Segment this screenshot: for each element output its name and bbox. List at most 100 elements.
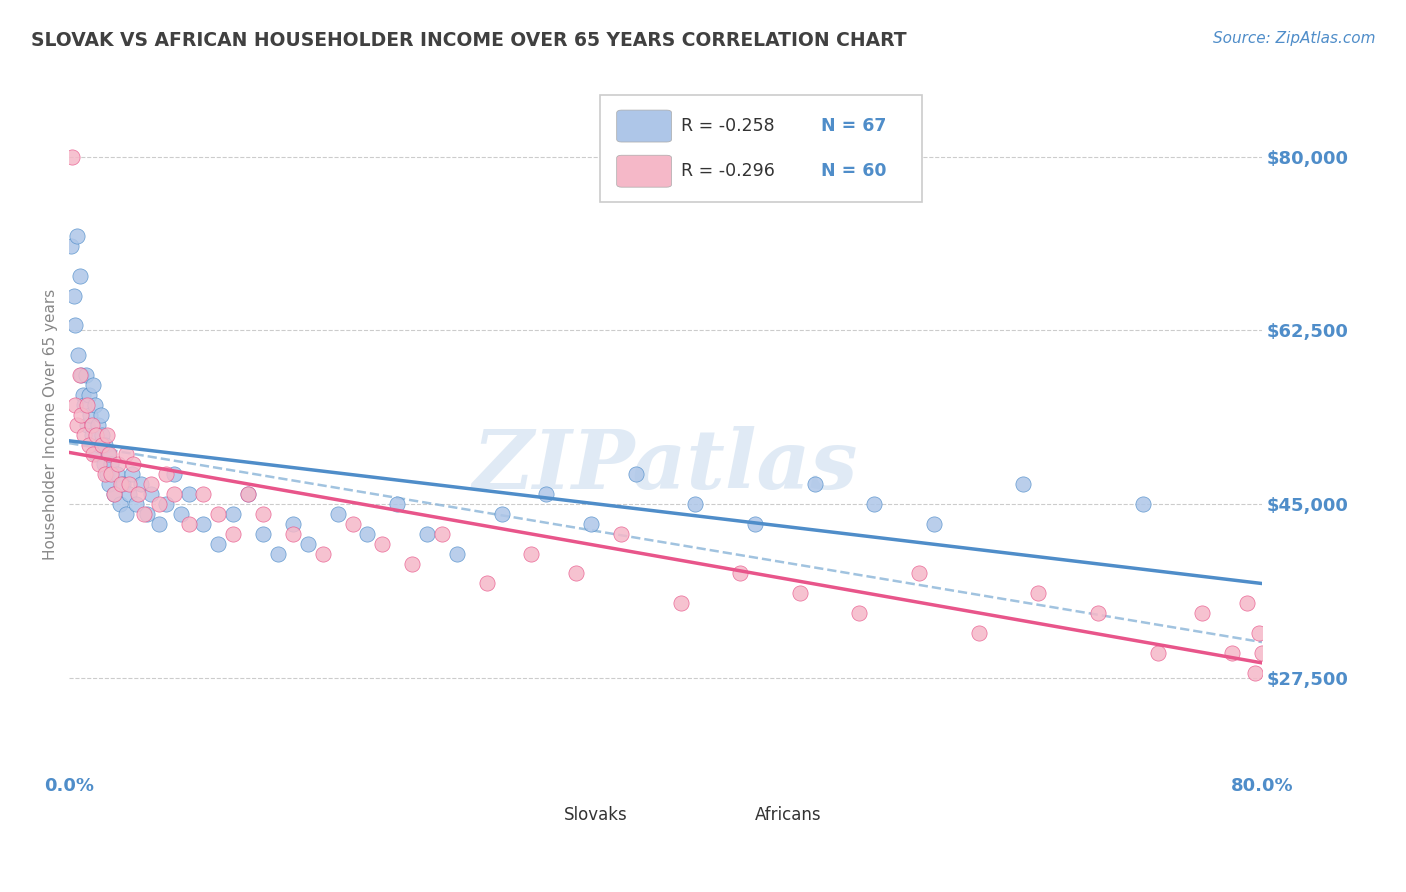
Point: [387, 497, 409, 511]
Point: [312, 547, 335, 561]
Point: [162, 467, 184, 482]
Text: R = -0.296: R = -0.296: [681, 162, 775, 180]
Point: [96, 427, 118, 442]
Point: [326, 507, 349, 521]
Point: [685, 497, 707, 511]
Point: [93, 458, 115, 472]
Point: [84, 447, 107, 461]
Point: [90, 408, 112, 422]
Point: [728, 566, 751, 581]
Point: [66, 229, 89, 244]
Point: [83, 398, 105, 412]
Point: [922, 516, 945, 531]
Point: [1236, 596, 1258, 610]
FancyBboxPatch shape: [617, 110, 672, 142]
Point: [803, 477, 825, 491]
Text: SLOVAK VS AFRICAN HOUSEHOLDER INCOME OVER 65 YEARS CORRELATION CHART: SLOVAK VS AFRICAN HOUSEHOLDER INCOME OVE…: [31, 31, 907, 50]
Point: [565, 566, 588, 581]
Point: [475, 576, 498, 591]
Point: [63, 318, 86, 333]
Point: [162, 487, 184, 501]
Point: [1146, 646, 1168, 660]
Point: [155, 497, 177, 511]
Point: [70, 408, 93, 422]
Point: [91, 437, 114, 451]
FancyBboxPatch shape: [704, 805, 749, 830]
Point: [77, 388, 100, 402]
Point: [222, 507, 245, 521]
Point: [73, 427, 96, 442]
Point: [75, 368, 97, 382]
Point: [125, 497, 148, 511]
Point: [103, 487, 125, 501]
Point: [79, 408, 101, 422]
Text: Source: ZipAtlas.com: Source: ZipAtlas.com: [1212, 31, 1375, 46]
Point: [132, 507, 155, 521]
Point: [94, 467, 117, 482]
Point: [281, 516, 304, 531]
Point: [1220, 646, 1243, 660]
Point: [135, 507, 157, 521]
Point: [193, 487, 215, 501]
Text: Africans: Africans: [755, 806, 821, 824]
Point: [222, 526, 245, 541]
Point: [141, 477, 163, 491]
Text: R = -0.258: R = -0.258: [681, 117, 775, 135]
Point: [356, 526, 378, 541]
Point: [60, 150, 83, 164]
Point: [98, 477, 121, 491]
Point: [59, 239, 82, 253]
Point: [110, 477, 132, 491]
Point: [177, 487, 200, 501]
Point: [111, 477, 134, 491]
Point: [148, 497, 170, 511]
Point: [297, 537, 319, 551]
Point: [103, 487, 125, 501]
Point: [207, 507, 229, 521]
Point: [1087, 606, 1109, 620]
FancyBboxPatch shape: [513, 805, 558, 830]
Point: [967, 626, 990, 640]
Point: [236, 487, 259, 501]
Point: [170, 507, 193, 521]
Point: [76, 398, 98, 412]
Point: [252, 526, 274, 541]
Point: [177, 516, 200, 531]
Point: [371, 537, 394, 551]
Point: [669, 596, 692, 610]
Point: [342, 516, 364, 531]
Point: [446, 547, 468, 561]
Point: [76, 417, 98, 432]
Point: [72, 388, 94, 402]
Text: Slovaks: Slovaks: [564, 806, 628, 824]
Point: [520, 547, 543, 561]
Point: [430, 526, 453, 541]
FancyBboxPatch shape: [600, 95, 922, 202]
Point: [789, 586, 811, 600]
Point: [1132, 497, 1154, 511]
Point: [70, 368, 93, 382]
Text: N = 67: N = 67: [821, 117, 886, 135]
Point: [98, 447, 121, 461]
Point: [744, 516, 766, 531]
Point: [73, 398, 96, 412]
Y-axis label: Householder Income Over 65 years: Householder Income Over 65 years: [44, 289, 58, 560]
Text: ZIPatlas: ZIPatlas: [472, 426, 858, 507]
Point: [91, 427, 114, 442]
Point: [115, 447, 138, 461]
Point: [69, 268, 91, 283]
Point: [67, 348, 90, 362]
Point: [62, 288, 84, 302]
Point: [848, 606, 870, 620]
Point: [80, 427, 103, 442]
Point: [1026, 586, 1049, 600]
Point: [66, 417, 89, 432]
Point: [1191, 606, 1213, 620]
Point: [491, 507, 513, 521]
Point: [80, 417, 103, 432]
Point: [86, 417, 108, 432]
Point: [122, 458, 145, 472]
Point: [108, 497, 131, 511]
Point: [118, 487, 141, 501]
Point: [579, 516, 602, 531]
